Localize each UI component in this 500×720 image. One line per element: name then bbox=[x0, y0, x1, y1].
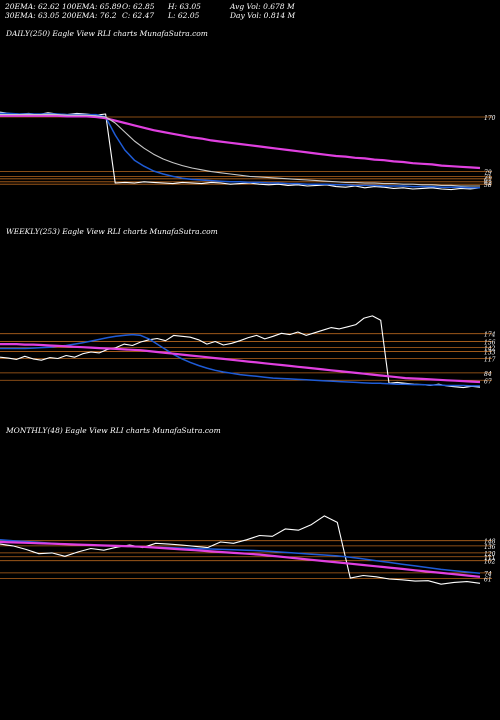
weekly-panel-label: WEEKLY(253) Eagle View RLI charts Munafa… bbox=[6, 227, 218, 236]
level-label: 156 bbox=[484, 340, 496, 347]
level-label: 148 bbox=[484, 539, 496, 546]
level-label: 102 bbox=[484, 559, 496, 566]
header-close: C: 62.47 bbox=[122, 11, 155, 20]
header-low: L: 62.05 bbox=[168, 11, 200, 20]
header-high: H: 63.05 bbox=[168, 2, 201, 11]
level-label: 62 bbox=[484, 180, 492, 187]
level-label: 111 bbox=[484, 555, 495, 562]
series-price-line bbox=[0, 315, 481, 389]
daily-panel-label: DAILY(250) Eagle View RLI charts MunafaS… bbox=[6, 29, 208, 38]
series-ema_fast-line bbox=[0, 333, 480, 387]
header-20ema: 20EMA: 62.62 bbox=[5, 2, 60, 11]
header-open: O: 62.85 bbox=[122, 2, 155, 11]
level-label: 74 bbox=[484, 571, 492, 578]
series-ema_slow-line bbox=[0, 114, 481, 170]
level-label: 174 bbox=[484, 332, 496, 339]
level-label: 117 bbox=[484, 357, 496, 364]
level-label: 79 bbox=[484, 170, 492, 177]
level-label: 61 bbox=[484, 577, 492, 584]
header-avg-vol: Avg Vol: 0.678 M bbox=[230, 2, 295, 11]
level-label: 84 bbox=[484, 371, 492, 378]
level-label: 120 bbox=[484, 551, 496, 558]
series-ema_slow-line bbox=[0, 343, 481, 384]
header-200ema: 200EMA: 76.2 bbox=[62, 11, 117, 20]
level-label: 71 bbox=[484, 174, 492, 181]
level-label: 142 bbox=[484, 346, 496, 353]
header-30ema: 30EMA: 63.05 bbox=[5, 11, 60, 20]
series-ema_mid-line bbox=[0, 114, 480, 187]
level-label: 67 bbox=[484, 177, 492, 184]
header-100ema: 100EMA: 65.89 bbox=[62, 2, 122, 11]
level-label: 170 bbox=[484, 115, 496, 122]
monthly-panel-label: MONTHLY(48) Eagle View RLI charts Munafa… bbox=[6, 426, 221, 435]
series-ema_slow-line bbox=[0, 540, 481, 578]
level-label: 133 bbox=[484, 350, 496, 357]
level-label: 136 bbox=[484, 544, 496, 551]
level-label: 67 bbox=[484, 378, 492, 385]
series-price-line bbox=[0, 515, 481, 585]
level-label: 58 bbox=[484, 182, 492, 189]
header-day-vol: Day Vol: 0.814 M bbox=[230, 11, 296, 20]
series-price-line bbox=[0, 111, 481, 191]
series-ema_fast-line bbox=[0, 112, 480, 189]
